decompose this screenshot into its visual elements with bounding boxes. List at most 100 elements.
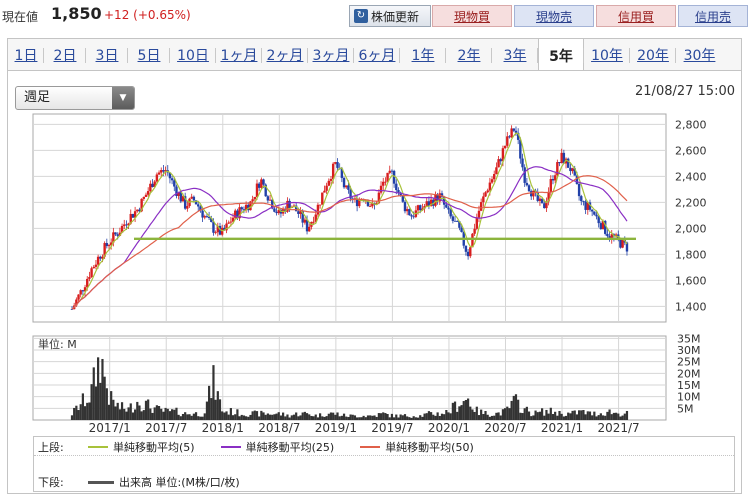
candle-body [247,204,250,211]
candle-body [567,158,570,168]
volume-bar [136,401,139,420]
chart-legend: 上段: 単純移動平均(5) 単純移動平均(25) 単純移動平均(50) 下段: 出来… [33,436,735,492]
candle-body [197,204,200,207]
volume-bar [456,411,459,420]
tab-12[interactable]: 5年 [538,39,584,72]
period-tabs: 1日 2日 3日 5日 10日 1ヶ月 2ヶ月 3ヶ月 6ヶ月 1年 2年 3年 5年 10年 20年 30年 [7,38,742,72]
candle-body [118,232,122,236]
tab-10[interactable]: 2年 [457,48,481,64]
x-tick-label: 2021/7 [597,421,639,435]
tab-6[interactable]: 2ヶ月 [266,48,304,64]
volume-bar [475,406,478,420]
volume-bar [560,413,563,420]
candle-body [484,192,487,197]
candle-body [321,192,324,205]
volume-bar [373,415,376,420]
x-tick-label: 2021/1 [541,421,583,435]
candle-body [149,183,152,192]
candle-body [81,290,85,292]
volume-bar [264,414,267,420]
volume-bar [612,412,616,420]
volume-bar [545,409,548,420]
interval-dropdown[interactable]: 週足 ▼ [15,86,135,110]
candle-body [588,202,592,210]
tab-11[interactable]: 3年 [503,48,527,64]
candle-body [562,152,566,164]
candle-body [83,287,87,292]
tab-15[interactable]: 30年 [683,48,716,64]
volume-bar [303,411,306,420]
legend-volume-label: 出来高 単位:(M株/口/枚) [119,476,240,489]
spot-buy-button[interactable]: 現物買 [432,5,512,27]
candle-body [318,204,322,206]
volume-bar [92,367,95,420]
candle-body [556,162,559,176]
candle-body [466,251,470,257]
refresh-price-button[interactable]: ↻ 株価更新 [349,5,431,27]
volume-tick-label: 35M [677,332,701,345]
volume-bar [210,398,213,420]
candle-body [229,221,233,223]
volume-bar [345,416,348,420]
tab-14[interactable]: 20年 [637,48,669,64]
candle-body [371,203,374,207]
margin-buy-button[interactable]: 信用買 [596,5,676,27]
candle-body [364,200,368,201]
candle-body [133,211,137,218]
candle-body [503,145,507,149]
candle-body [264,184,267,197]
candle-body [284,208,287,212]
volume-bar [312,416,315,420]
volume-bar [519,412,522,420]
candle-body [345,185,348,188]
tab-5[interactable]: 1ヶ月 [220,48,258,64]
candle-body [601,220,605,230]
candle-body [488,182,492,191]
volume-bar [401,415,404,420]
tab-separator [169,48,170,63]
tab-8[interactable]: 6ヶ月 [358,48,396,64]
volume-bar [325,416,328,420]
volume-bar [577,410,581,420]
candle-body [473,228,476,234]
volume-bar [477,415,481,420]
candle-body [595,214,598,217]
candle-body [586,202,590,210]
volume-bar [340,415,343,420]
x-tick-label: 2019/1 [315,421,357,435]
candle-body [606,233,609,237]
tab-4[interactable]: 10日 [177,48,209,64]
volume-bar [127,407,130,420]
candle-body [138,209,141,212]
volume-bar [493,415,496,420]
volume-tick-label: 25M [677,356,701,369]
volume-bar [451,402,454,420]
volume-bar [273,414,276,420]
margin-sell-button[interactable]: 信用売 [678,5,748,27]
tab-0[interactable]: 1日 [14,48,38,64]
candle-body [255,183,259,197]
candle-body [392,170,396,184]
volume-bar [295,412,298,420]
candle-body [92,266,95,269]
candle-body [314,214,317,222]
candle-body [257,183,261,188]
tab-13[interactable]: 10年 [591,48,623,64]
candle-body [475,217,479,229]
volume-bar [282,412,285,420]
volume-bar [425,413,428,420]
volume-bar [591,415,594,420]
candle-body [405,209,409,212]
tab-1[interactable]: 2日 [53,48,77,64]
spot-sell-button[interactable]: 現物売 [514,5,594,27]
candle-body [521,158,524,168]
tab-3[interactable]: 5日 [137,48,161,64]
tab-9[interactable]: 1年 [411,48,435,64]
volume-bar [364,417,367,420]
tab-2[interactable]: 3日 [95,48,119,64]
candle-body [608,236,611,239]
x-tick-label: 2017/1 [89,421,131,435]
volume-bar [90,384,93,420]
tab-7[interactable]: 3ヶ月 [312,48,350,64]
candle-body [303,219,307,223]
